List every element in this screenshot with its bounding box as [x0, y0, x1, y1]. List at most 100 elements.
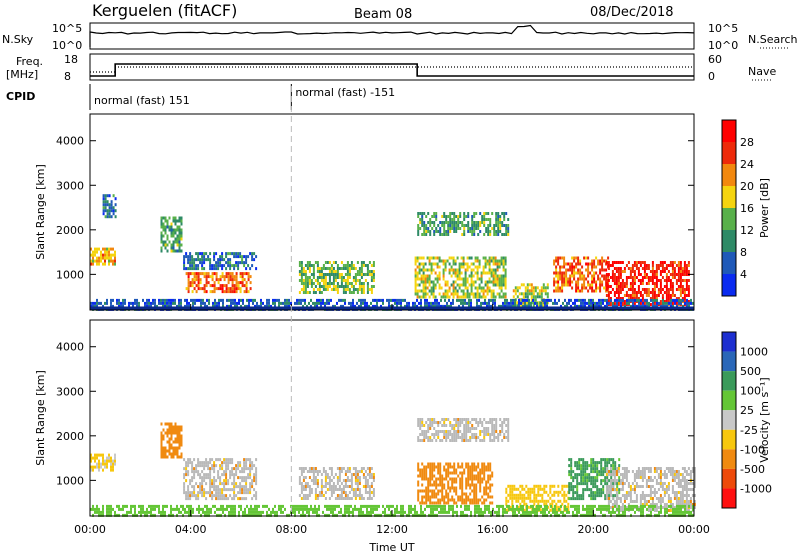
heatmap-cell [321, 273, 323, 276]
heatmap-cell [243, 264, 245, 267]
heatmap-cell [487, 487, 489, 490]
heatmap-cell [169, 426, 171, 429]
heatmap-cell [471, 484, 473, 487]
heatmap-cell [598, 473, 600, 476]
heatmap-cell [185, 470, 187, 473]
heatmap-cell [497, 212, 499, 215]
heatmap-cell [221, 255, 223, 258]
heatmap-cell [243, 491, 245, 494]
heatmap-cell [196, 290, 198, 293]
heatmap-cell [183, 476, 185, 479]
heatmap-cell [417, 496, 419, 499]
heatmap-cell [573, 260, 575, 263]
heatmap-cell [315, 494, 317, 497]
heatmap-cell [196, 272, 198, 275]
heatmap-cell [453, 502, 455, 505]
heatmap-cell [557, 494, 559, 497]
heatmap-cell [154, 299, 156, 302]
heatmap-cell [467, 499, 469, 502]
heatmap-cell [427, 430, 429, 433]
heatmap-cell [249, 482, 251, 485]
heatmap-cell [215, 252, 217, 255]
heatmap-cell [656, 497, 658, 500]
heatmap-cell [355, 282, 357, 285]
heatmap-cell [105, 203, 107, 206]
heatmap-cell [167, 435, 169, 438]
heatmap-cell [471, 263, 473, 266]
heatmap-cell [441, 439, 443, 442]
heatmap-cell [463, 433, 465, 436]
heatmap-cell [335, 270, 337, 273]
heatmap-cell [493, 418, 495, 421]
heatmap-cell [570, 458, 572, 461]
heatmap-cell [501, 233, 503, 236]
heatmap-cell [461, 266, 463, 269]
heatmap-cell [373, 279, 375, 282]
heatmap-cell [225, 255, 227, 258]
heatmap-cell [226, 275, 228, 278]
heatmap-cell [523, 283, 525, 286]
heatmap-cell [423, 272, 425, 275]
heatmap-cell [161, 423, 163, 426]
heatmap-cell [363, 285, 365, 288]
heatmap-cell [559, 500, 561, 503]
heatmap-cell [191, 479, 193, 482]
heatmap-cell [487, 287, 489, 290]
heatmap-cell [110, 254, 112, 257]
heatmap-cell [495, 221, 497, 224]
heatmap-cell [608, 485, 610, 488]
heatmap-cell [622, 473, 624, 476]
heatmap-cell [481, 502, 483, 505]
heatmap-cell [487, 281, 489, 284]
heatmap-cell [668, 270, 670, 273]
heatmap-cell [105, 206, 107, 209]
heatmap-cell [443, 263, 445, 266]
heatmap-cell [570, 488, 572, 491]
heatmap-cell [427, 281, 429, 284]
heatmap-cell [614, 276, 616, 279]
heatmap-cell [563, 491, 565, 494]
heatmap-cell [620, 276, 622, 279]
heatmap-cell [489, 269, 491, 272]
heatmap-cell [598, 461, 600, 464]
heatmap-cell [640, 273, 642, 276]
heatmap-cell [425, 496, 427, 499]
heatmap-cell [333, 476, 335, 479]
heatmap-cell [163, 429, 165, 432]
heatmap-cell [445, 469, 447, 472]
heatmap-cell [423, 281, 425, 284]
heatmap-cell [106, 248, 108, 251]
heatmap-cell [658, 500, 660, 503]
heatmap-cell [684, 288, 686, 291]
heatmap-cell [531, 488, 533, 491]
heatmap-cell [519, 497, 521, 500]
heatmap-cell [351, 497, 353, 500]
heatmap-cell [206, 275, 208, 278]
heatmap-cell [459, 227, 461, 230]
heatmap-cell [225, 497, 227, 500]
heatmap-cell [638, 261, 640, 264]
heatmap-cell [447, 418, 449, 421]
heatmap-cell [480, 302, 482, 305]
heatmap-cell [231, 488, 233, 491]
heatmap-cell [96, 248, 98, 251]
heatmap-cell [577, 269, 579, 272]
heatmap-cell [203, 476, 205, 479]
heatmap-cell [183, 491, 185, 494]
heatmap-cell [388, 299, 390, 302]
heatmap-cell [351, 488, 353, 491]
heatmap-cell [678, 276, 680, 279]
heatmap-cell [463, 424, 465, 427]
heatmap-cell [96, 457, 98, 460]
heatmap-cell [359, 488, 361, 491]
heatmap-cell [435, 257, 437, 260]
heatmap-cell [347, 497, 349, 500]
heatmap-cell [561, 290, 563, 293]
heatmap-cell [577, 278, 579, 281]
heatmap-cell [246, 272, 248, 275]
heatmap-cell [489, 436, 491, 439]
heatmap-cell [195, 264, 197, 267]
heatmap-cell [465, 293, 467, 296]
heatmap-cell [320, 302, 322, 305]
heatmap-cell [111, 215, 113, 218]
